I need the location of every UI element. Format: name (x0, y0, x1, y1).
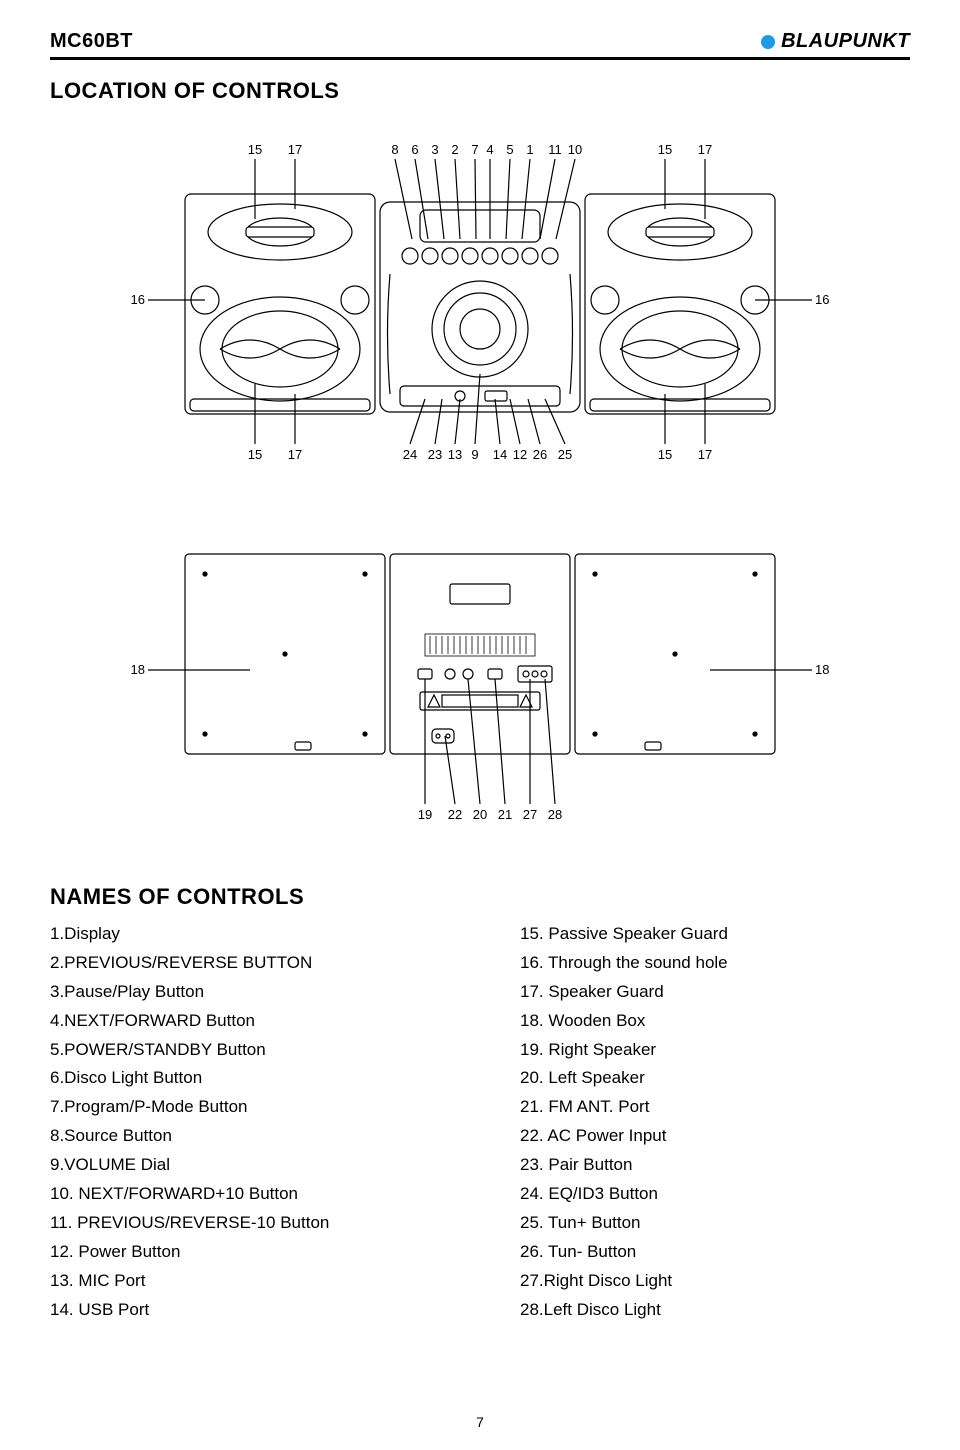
lbl: 19 (418, 807, 432, 822)
lbl: 28 (548, 807, 562, 822)
list-item: 21. FM ANT. Port (520, 1093, 910, 1122)
lbl: 6 (411, 142, 418, 157)
list-item: 12. Power Button (50, 1238, 440, 1267)
lbl: 12 (513, 447, 527, 462)
brand-dot-icon (761, 35, 775, 49)
lbl: 24 (403, 447, 417, 462)
names-of-controls: NAMES OF CONTROLS 1.Display 2.PREVIOUS/R… (50, 884, 910, 1324)
lbl: 15 (248, 447, 262, 462)
lbl: 25 (558, 447, 572, 462)
list-item: 17. Speaker Guard (520, 978, 910, 1007)
lbl: 17 (288, 447, 302, 462)
list-item: 27.Right Disco Light (520, 1267, 910, 1296)
controls-columns: 1.Display 2.PREVIOUS/REVERSE BUTTON 3.Pa… (50, 920, 910, 1324)
controls-col-right: 15. Passive Speaker Guard 16. Through th… (520, 920, 910, 1324)
brand-text: BLAUPUNKT (781, 30, 910, 53)
brand-logo: BLAUPUNKT (761, 30, 910, 53)
list-item: 15. Passive Speaker Guard (520, 920, 910, 949)
lbl: 20 (473, 807, 487, 822)
list-item: 22. AC Power Input (520, 1122, 910, 1151)
list-item: 24. EQ/ID3 Button (520, 1180, 910, 1209)
list-item: 18. Wooden Box (520, 1007, 910, 1036)
lbl: 18 (131, 662, 145, 677)
section-title: LOCATION OF CONTROLS (50, 78, 910, 104)
list-item: 28.Left Disco Light (520, 1296, 910, 1325)
names-title: NAMES OF CONTROLS (50, 884, 910, 910)
page-number: 7 (476, 1414, 484, 1430)
lbl: 26 (533, 447, 547, 462)
lbl: 17 (698, 142, 712, 157)
lbl: 2 (451, 142, 458, 157)
list-item: 10. NEXT/FORWARD+10 Button (50, 1180, 440, 1209)
lbl: 17 (288, 142, 302, 157)
list-item: 14. USB Port (50, 1296, 440, 1325)
lbl: 4 (486, 142, 493, 157)
lbl: 5 (506, 142, 513, 157)
lbl: 3 (431, 142, 438, 157)
list-item: 3.Pause/Play Button (50, 978, 440, 1007)
right-speaker-icon (585, 194, 775, 414)
model-number: MC60BT (50, 30, 133, 53)
list-item: 25. Tun+ Button (520, 1209, 910, 1238)
lbl: 15 (658, 447, 672, 462)
lbl: 8 (391, 142, 398, 157)
diagrams: 15 17 8 6 3 2 7 4 5 1 11 10 15 17 16 16 (50, 124, 910, 844)
left-speaker-icon (185, 194, 375, 414)
front-diagram: 15 17 8 6 3 2 7 4 5 1 11 10 15 17 16 16 (90, 124, 870, 484)
lbl: 16 (131, 292, 145, 307)
list-item: 16. Through the sound hole (520, 949, 910, 978)
lbl: 7 (471, 142, 478, 157)
controls-col-left: 1.Display 2.PREVIOUS/REVERSE BUTTON 3.Pa… (50, 920, 440, 1324)
list-item: 20. Left Speaker (520, 1064, 910, 1093)
list-item: 8.Source Button (50, 1122, 440, 1151)
lbl: 9 (471, 447, 478, 462)
list-item: 5.POWER/STANDBY Button (50, 1036, 440, 1065)
lbl: 15 (248, 142, 262, 157)
lbl: 23 (428, 447, 442, 462)
list-item: 6.Disco Light Button (50, 1064, 440, 1093)
rear-diagram: 18 18 19 22 20 21 27 28 (90, 524, 870, 844)
lbl: 1 (526, 142, 533, 157)
list-item: 13. MIC Port (50, 1267, 440, 1296)
lbl: 14 (493, 447, 507, 462)
list-item: 2.PREVIOUS/REVERSE BUTTON (50, 949, 440, 978)
list-item: 4.NEXT/FORWARD Button (50, 1007, 440, 1036)
lbl: 18 (815, 662, 829, 677)
list-item: 9.VOLUME Dial (50, 1151, 440, 1180)
list-item: 11. PREVIOUS/REVERSE-10 Button (50, 1209, 440, 1238)
lbl: 21 (498, 807, 512, 822)
lbl: 13 (448, 447, 462, 462)
lbl: 22 (448, 807, 462, 822)
list-item: 23. Pair Button (520, 1151, 910, 1180)
list-item: 26. Tun- Button (520, 1238, 910, 1267)
list-item: 1.Display (50, 920, 440, 949)
lbl: 16 (815, 292, 829, 307)
lbl: 11 (548, 142, 562, 157)
page-header: MC60BT BLAUPUNKT (50, 30, 910, 60)
list-item: 19. Right Speaker (520, 1036, 910, 1065)
lbl: 15 (658, 142, 672, 157)
list-item: 7.Program/P-Mode Button (50, 1093, 440, 1122)
lbl: 10 (568, 142, 582, 157)
lbl: 27 (523, 807, 537, 822)
lbl: 17 (698, 447, 712, 462)
